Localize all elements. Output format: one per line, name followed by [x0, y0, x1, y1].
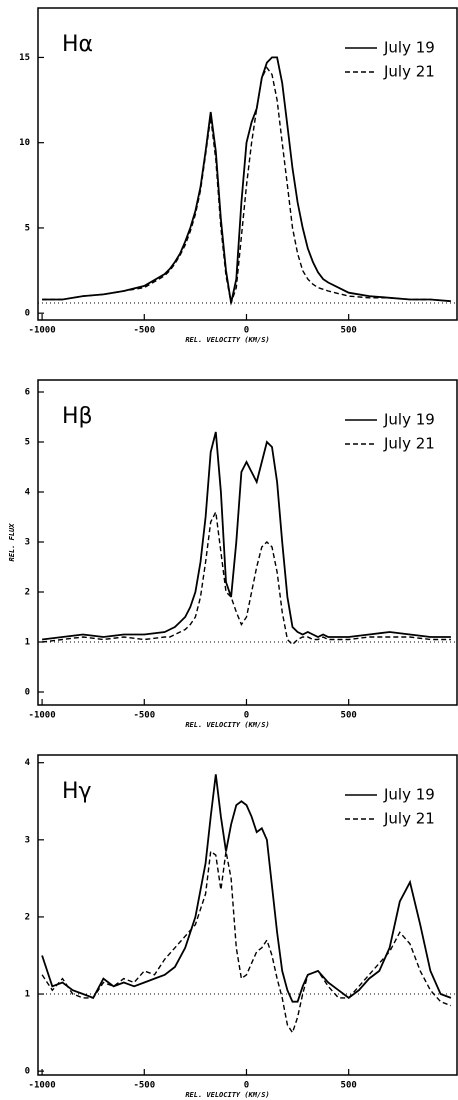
x-tick-label: 0 — [244, 326, 249, 336]
y-tick-label: 1 — [25, 990, 30, 1000]
y-tick-label: 1 — [25, 638, 30, 648]
y-tick-label: 0 — [25, 309, 30, 319]
y-tick-label: 3 — [25, 835, 30, 845]
legend-label: July 19 — [383, 786, 435, 804]
y-tick-label: 3 — [25, 538, 30, 548]
x-tick-label: 500 — [341, 711, 357, 721]
panel-title: Hβ — [62, 404, 93, 429]
series-line — [42, 66, 451, 306]
x-tick-label: -1000 — [29, 1081, 56, 1091]
y-tick-label: 0 — [25, 1067, 30, 1077]
y-tick-label: 0 — [25, 688, 30, 698]
legend-label: July 21 — [383, 63, 435, 81]
plot-frame — [37, 754, 458, 1076]
legend-label: July 21 — [383, 810, 435, 828]
series-line — [41, 431, 451, 641]
y-tick-label: 15 — [19, 53, 30, 63]
y-tick-label: 10 — [19, 138, 30, 148]
series-line — [41, 774, 452, 1003]
x-tick-label: 0 — [244, 1081, 249, 1091]
plot-frame — [37, 379, 458, 706]
x-tick-label: -500 — [133, 1081, 155, 1091]
x-axis-label: REL. VELOCITY (KM/S) — [185, 1091, 269, 1099]
series-line — [42, 509, 451, 646]
panel-title: Hγ — [62, 779, 92, 804]
x-tick-label: -500 — [133, 711, 155, 721]
legend-label: July 19 — [383, 411, 435, 429]
plot-frame — [37, 7, 458, 321]
x-tick-label: 0 — [244, 711, 249, 721]
x-tick-label: 500 — [341, 1081, 357, 1091]
y-tick-label: 4 — [25, 488, 31, 498]
x-tick-label: -500 — [133, 326, 155, 336]
x-tick-label: -1000 — [29, 326, 56, 336]
y-tick-label: 6 — [25, 388, 30, 398]
legend-label: July 19 — [383, 39, 435, 57]
y-axis-label: REL. FLUX — [8, 523, 16, 562]
x-axis-label: REL. VELOCITY (KM/S) — [185, 721, 269, 729]
x-tick-label: 500 — [341, 326, 357, 336]
series-line — [41, 850, 452, 1035]
panel-title: Hα — [62, 32, 93, 57]
y-tick-label: 2 — [25, 912, 30, 922]
y-tick-label: 5 — [25, 438, 30, 448]
y-tick-label: 5 — [25, 223, 30, 233]
x-tick-label: -1000 — [29, 711, 56, 721]
x-axis-label: REL. VELOCITY (KM/S) — [185, 336, 269, 344]
y-tick-label: 2 — [25, 588, 30, 598]
y-tick-label: 4 — [25, 758, 31, 768]
series-line — [42, 56, 451, 304]
legend-label: July 21 — [383, 435, 435, 453]
